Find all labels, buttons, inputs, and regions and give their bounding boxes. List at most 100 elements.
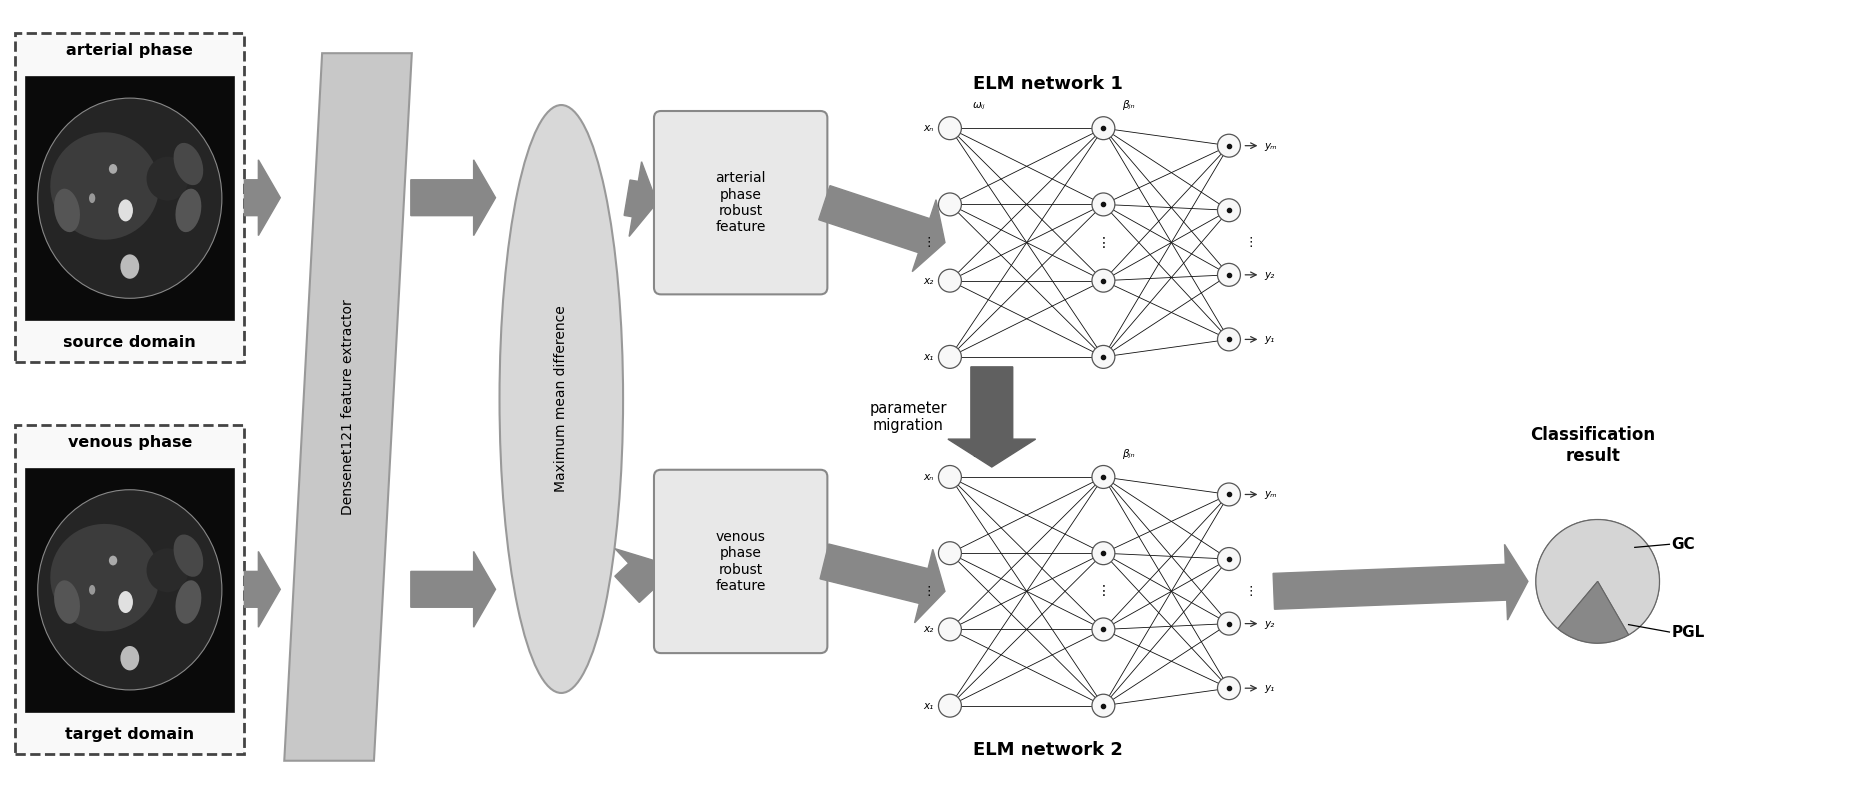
Text: Classification
result: Classification result [1530, 426, 1655, 465]
Ellipse shape [50, 132, 159, 240]
Circle shape [939, 618, 961, 641]
Ellipse shape [108, 556, 118, 565]
Ellipse shape [121, 254, 140, 279]
Ellipse shape [54, 189, 80, 232]
Text: βⱼₙ: βⱼₙ [1121, 100, 1135, 110]
Circle shape [939, 193, 961, 216]
Ellipse shape [174, 143, 203, 185]
Circle shape [939, 116, 961, 139]
Polygon shape [244, 552, 280, 627]
Wedge shape [1536, 520, 1659, 635]
Text: xₙ: xₙ [924, 472, 933, 482]
Circle shape [1536, 520, 1659, 643]
Polygon shape [623, 162, 657, 237]
Circle shape [1092, 116, 1114, 139]
Circle shape [1092, 193, 1114, 216]
FancyBboxPatch shape [653, 469, 827, 653]
Circle shape [1217, 548, 1241, 571]
Circle shape [939, 465, 961, 489]
Text: y₁: y₁ [1265, 683, 1274, 693]
Circle shape [1217, 483, 1241, 506]
FancyBboxPatch shape [653, 111, 827, 294]
Polygon shape [819, 186, 944, 272]
Polygon shape [1273, 544, 1528, 620]
Circle shape [1092, 618, 1114, 641]
Polygon shape [244, 160, 280, 236]
Text: x₂: x₂ [924, 624, 933, 634]
Ellipse shape [90, 194, 95, 203]
Text: βⱼₙ: βⱼₙ [1121, 449, 1135, 459]
Polygon shape [948, 367, 1036, 467]
Text: parameter
migration: parameter migration [870, 401, 946, 433]
Ellipse shape [174, 535, 203, 577]
Circle shape [1092, 269, 1114, 292]
Text: xₙ: xₙ [924, 124, 933, 133]
Text: ⋮: ⋮ [922, 585, 935, 598]
Text: ωᵢⱼ: ωᵢⱼ [972, 100, 985, 110]
Circle shape [1092, 465, 1114, 489]
Text: x₂: x₂ [924, 276, 933, 285]
Ellipse shape [37, 489, 222, 690]
Ellipse shape [54, 580, 80, 624]
Text: x₁: x₁ [924, 701, 933, 711]
Text: venous phase: venous phase [67, 435, 192, 450]
Circle shape [939, 542, 961, 564]
Ellipse shape [147, 157, 188, 201]
Text: ⋮: ⋮ [922, 236, 935, 249]
Circle shape [1092, 694, 1114, 717]
Text: ωᵢⱼ: ωᵢⱼ [972, 449, 985, 459]
Circle shape [1217, 612, 1241, 635]
Ellipse shape [500, 105, 623, 693]
Circle shape [939, 345, 961, 368]
Text: arterial phase: arterial phase [67, 43, 194, 58]
FancyBboxPatch shape [15, 425, 244, 754]
Polygon shape [614, 548, 666, 604]
Text: GC: GC [1672, 537, 1694, 552]
Text: ⋮: ⋮ [1097, 236, 1110, 249]
Text: source domain: source domain [63, 336, 196, 350]
Circle shape [1217, 134, 1241, 157]
Polygon shape [284, 53, 412, 760]
Circle shape [1217, 263, 1241, 286]
Text: x₁: x₁ [924, 352, 933, 362]
Text: ELM network 1: ELM network 1 [972, 76, 1123, 93]
Text: y₁: y₁ [1265, 335, 1274, 344]
Circle shape [1217, 328, 1241, 351]
Ellipse shape [108, 164, 118, 174]
Circle shape [1092, 542, 1114, 564]
Circle shape [1217, 198, 1241, 222]
Ellipse shape [50, 524, 159, 631]
Ellipse shape [175, 580, 202, 624]
Ellipse shape [37, 98, 222, 298]
Polygon shape [819, 544, 944, 622]
Text: ⋮: ⋮ [1245, 585, 1258, 598]
Ellipse shape [90, 585, 95, 595]
Text: target domain: target domain [65, 727, 194, 742]
Text: ⋮: ⋮ [1245, 236, 1258, 249]
Text: PGL: PGL [1672, 625, 1706, 639]
Text: arterial
phase
robust
feature: arterial phase robust feature [715, 171, 765, 234]
Text: Densenet121 feature extractor: Densenet121 feature extractor [341, 299, 355, 515]
Ellipse shape [121, 646, 140, 670]
Text: ⋮: ⋮ [1097, 584, 1110, 599]
Ellipse shape [118, 199, 132, 222]
Text: yₘ: yₘ [1265, 141, 1276, 151]
Ellipse shape [147, 548, 188, 592]
Polygon shape [411, 160, 496, 236]
Bar [24, 77, 235, 320]
Ellipse shape [118, 591, 132, 613]
Ellipse shape [175, 189, 202, 232]
Text: venous
phase
robust
feature: venous phase robust feature [715, 530, 765, 593]
Circle shape [1092, 345, 1114, 368]
Text: yₘ: yₘ [1265, 489, 1276, 500]
Text: Maximum mean difference: Maximum mean difference [554, 305, 569, 493]
FancyBboxPatch shape [15, 33, 244, 362]
Wedge shape [1558, 581, 1629, 643]
Bar [24, 468, 235, 712]
Circle shape [939, 694, 961, 717]
Circle shape [1217, 677, 1241, 700]
Polygon shape [411, 552, 496, 627]
Text: y₂: y₂ [1265, 618, 1274, 629]
Text: ELM network 2: ELM network 2 [972, 740, 1123, 759]
Circle shape [939, 269, 961, 292]
